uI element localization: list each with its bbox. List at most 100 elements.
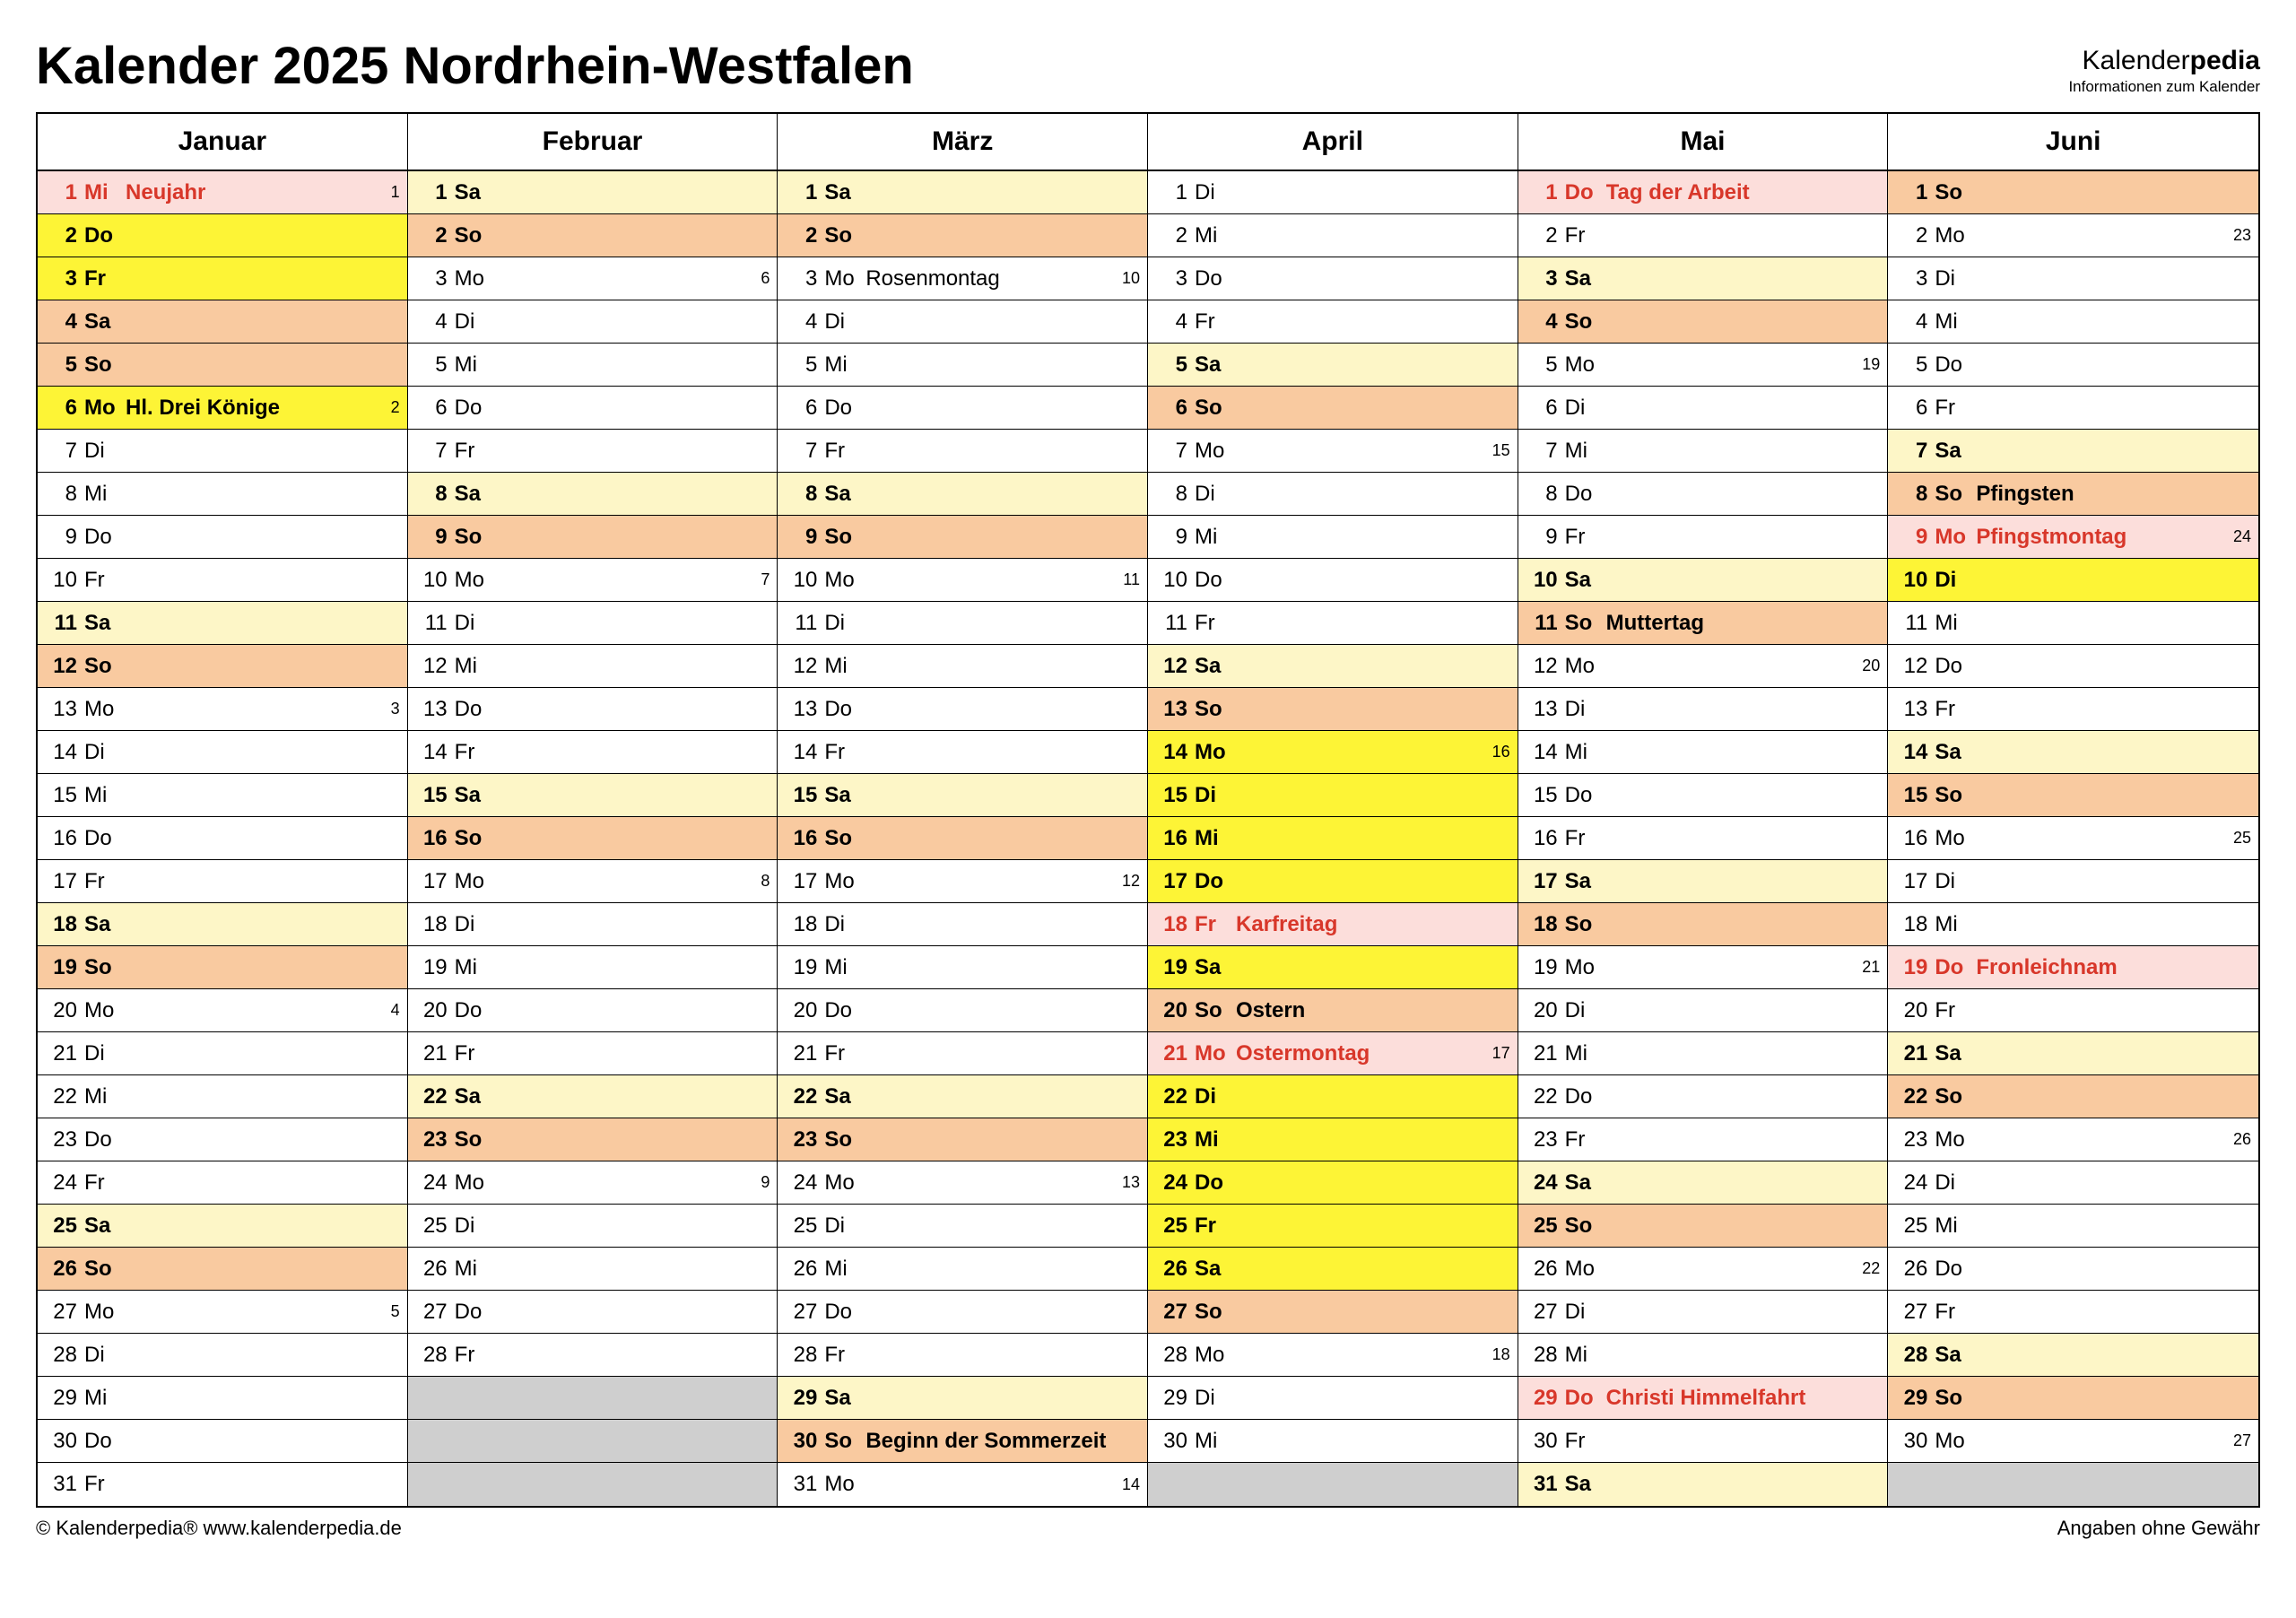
- day-weekday: Mo: [455, 1170, 496, 1196]
- day-number: 30: [1529, 1429, 1565, 1454]
- day-weekday: So: [84, 654, 126, 679]
- day-cell: [1888, 1463, 2258, 1506]
- day-number: 14: [419, 740, 455, 765]
- day-cell: 7Di: [38, 430, 407, 473]
- day-weekday: Mo: [1195, 439, 1236, 464]
- day-weekday: Fr: [1565, 1127, 1606, 1153]
- day-cell: 6So: [1148, 387, 1518, 430]
- day-cell: 26Mi: [778, 1248, 1147, 1291]
- day-weekday: Sa: [1565, 869, 1606, 894]
- day-cell: 12Do: [1888, 645, 2258, 688]
- day-weekday: Mi: [1195, 525, 1236, 550]
- day-weekday: Mi: [455, 654, 496, 679]
- day-weekday: Mi: [455, 1257, 496, 1282]
- day-weekday: Di: [1935, 266, 1976, 291]
- day-cell: 14Fr: [778, 731, 1147, 774]
- day-cell: 14Di: [38, 731, 407, 774]
- day-cell: 15Sa: [408, 774, 778, 817]
- day-weekday: Fr: [84, 1472, 126, 1497]
- day-number: 8: [48, 482, 84, 507]
- day-cell: 30Fr: [1518, 1420, 1888, 1463]
- day-weekday: Do: [84, 1429, 126, 1454]
- day-cell: 19Sa: [1148, 946, 1518, 989]
- day-cell: 25Di: [778, 1205, 1147, 1248]
- week-number: 10: [1113, 269, 1140, 288]
- day-label: Hl. Drei Könige: [126, 396, 373, 421]
- day-weekday: Mo: [455, 568, 496, 593]
- day-number: 2: [788, 223, 824, 248]
- day-weekday: Do: [455, 1300, 496, 1325]
- day-cell: 25Di: [408, 1205, 778, 1248]
- day-cell: 11Di: [408, 602, 778, 645]
- day-cell: 21MoOstermontag17: [1148, 1032, 1518, 1075]
- day-weekday: Di: [1565, 998, 1606, 1023]
- day-number: 6: [1899, 396, 1935, 421]
- day-weekday: Fr: [1935, 396, 1976, 421]
- week-number: 13: [1113, 1173, 1140, 1192]
- day-cell: 27Fr: [1888, 1291, 2258, 1334]
- day-number: 11: [419, 611, 455, 636]
- day-weekday: Sa: [84, 309, 126, 335]
- day-cell: 26So: [38, 1248, 407, 1291]
- day-number: 16: [1159, 826, 1195, 851]
- day-cell: 20Di: [1518, 989, 1888, 1032]
- day-weekday: Di: [1195, 482, 1236, 507]
- day-number: 21: [1159, 1041, 1195, 1066]
- day-cell: 14Sa: [1888, 731, 2258, 774]
- day-cell: 9So: [408, 516, 778, 559]
- day-number: 29: [1529, 1386, 1565, 1411]
- day-weekday: Do: [1195, 1170, 1236, 1196]
- day-cell: 25Fr: [1148, 1205, 1518, 1248]
- day-cell: 12So: [38, 645, 407, 688]
- day-number: 12: [1159, 654, 1195, 679]
- day-weekday: Mi: [824, 1257, 865, 1282]
- day-cell: 30Do: [38, 1420, 407, 1463]
- day-number: 27: [1899, 1300, 1935, 1325]
- day-cell: 13So: [1148, 688, 1518, 731]
- day-cell: 14Mo16: [1148, 731, 1518, 774]
- day-weekday: Di: [84, 1343, 126, 1368]
- day-number: 16: [419, 826, 455, 851]
- day-cell: [408, 1377, 778, 1420]
- day-cell: 1MiNeujahr1: [38, 171, 407, 214]
- day-cell: 23Mo26: [1888, 1118, 2258, 1161]
- day-cell: 11Mi: [1888, 602, 2258, 645]
- day-cell: 16Fr: [1518, 817, 1888, 860]
- week-number: 3: [373, 700, 400, 718]
- day-number: 28: [48, 1343, 84, 1368]
- day-weekday: Sa: [84, 1214, 126, 1239]
- day-cell: 24Sa: [1518, 1161, 1888, 1205]
- day-number: 19: [788, 955, 824, 980]
- day-number: 21: [419, 1041, 455, 1066]
- day-weekday: Sa: [824, 783, 865, 808]
- day-cell: 4Di: [408, 300, 778, 344]
- day-weekday: Mi: [1195, 1127, 1236, 1153]
- day-weekday: Di: [455, 611, 496, 636]
- day-number: 27: [788, 1300, 824, 1325]
- day-weekday: So: [84, 1257, 126, 1282]
- day-weekday: Mi: [1195, 826, 1236, 851]
- day-cell: 20Mo4: [38, 989, 407, 1032]
- day-number: 15: [1899, 783, 1935, 808]
- day-weekday: Fr: [455, 1041, 496, 1066]
- day-weekday: So: [1195, 697, 1236, 722]
- day-cell: 3Do: [1148, 257, 1518, 300]
- day-cell: 28Di: [38, 1334, 407, 1377]
- day-weekday: Do: [84, 525, 126, 550]
- day-cell: 2Mi: [1148, 214, 1518, 257]
- day-cell: 24Di: [1888, 1161, 2258, 1205]
- day-cell: 9MoPfingstmontag24: [1888, 516, 2258, 559]
- day-weekday: Di: [1195, 783, 1236, 808]
- day-weekday: Mo: [84, 998, 126, 1023]
- day-weekday: Sa: [824, 180, 865, 205]
- day-number: 23: [419, 1127, 455, 1153]
- day-number: 11: [788, 611, 824, 636]
- day-weekday: So: [455, 525, 496, 550]
- day-weekday: Fr: [84, 266, 126, 291]
- day-weekday: Do: [824, 998, 865, 1023]
- day-weekday: Do: [1195, 266, 1236, 291]
- day-cell: 7Mo15: [1148, 430, 1518, 473]
- day-number: 23: [788, 1127, 824, 1153]
- day-number: 29: [48, 1386, 84, 1411]
- day-label: Pfingstmontag: [1976, 525, 2224, 550]
